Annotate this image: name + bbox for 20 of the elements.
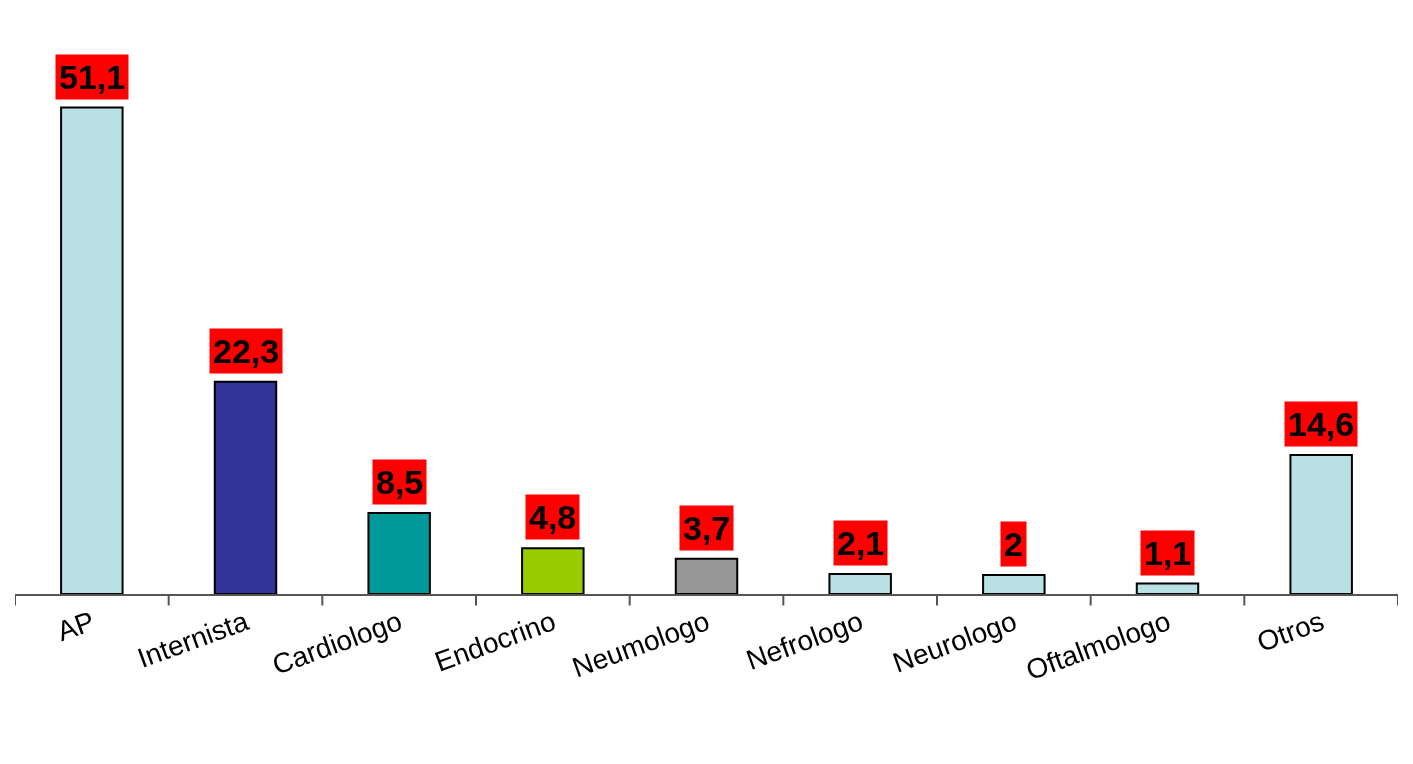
bar (828, 573, 892, 594)
bar (367, 512, 431, 594)
bar (1135, 582, 1200, 594)
data-label: 14,6 (1288, 405, 1355, 443)
bar (60, 106, 124, 594)
bar (213, 380, 278, 594)
data-label: 22,3 (213, 332, 280, 370)
bar (1289, 454, 1353, 594)
data-label: 8,5 (376, 463, 424, 501)
x-tick-label: Otros (1253, 605, 1329, 658)
data-label: 3,7 (683, 509, 731, 547)
data-label: 2 (1004, 525, 1023, 563)
data-label: 2,1 (837, 524, 885, 562)
bar (521, 547, 585, 594)
x-tick-label: AP (52, 605, 99, 648)
data-label: 51,1 (59, 58, 126, 96)
bar (674, 557, 739, 594)
data-label: 1,1 (1144, 534, 1192, 572)
bar (982, 573, 1046, 594)
data-label: 4,8 (529, 498, 577, 536)
